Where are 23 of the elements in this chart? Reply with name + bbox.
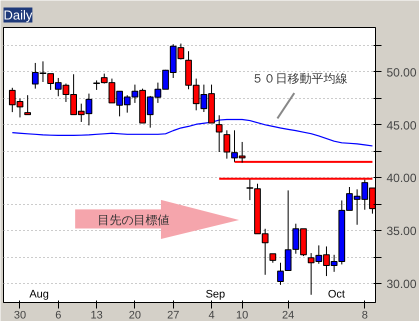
x-tick-label: 30 [14, 310, 26, 321]
x-tick-label: 10 [236, 310, 248, 321]
x-tick-label: 20 [128, 310, 142, 321]
candlestick [24, 94, 32, 116]
annotation: 目先の目標値 [97, 213, 170, 227]
x-tick-label: 27 [167, 310, 180, 321]
x-tick-label: 13 [90, 310, 103, 321]
annotation: Oct [328, 288, 345, 300]
x-tick-label: 4 [208, 310, 215, 321]
x-tick-label: 6 [55, 310, 62, 321]
annotation: Aug [29, 288, 49, 300]
x-tick-label: 8 [362, 310, 368, 321]
chart-title: Daily [4, 8, 33, 22]
y-tick-label: 50.00 [386, 65, 417, 80]
y-tick-label: 45.00 [386, 118, 417, 132]
x-tick-label: 24 [282, 310, 294, 321]
y-tick-label: 35.00 [386, 224, 417, 238]
y-tick-label: 30.00 [386, 276, 417, 291]
candlestick [216, 114, 223, 152]
annotation: Sep [206, 288, 226, 300]
annotation: ５０日移動平均線 [252, 71, 348, 86]
y-tick-label: 40.00 [386, 171, 417, 186]
line-series [12, 118, 374, 147]
